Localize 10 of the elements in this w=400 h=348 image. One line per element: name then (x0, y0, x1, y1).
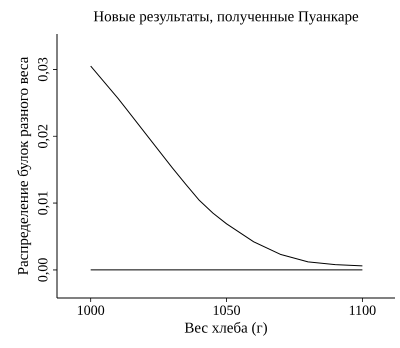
x-tick-label: 1000 (78, 306, 104, 315)
y-tick-label: 0,01 (38, 192, 50, 215)
y-axis-title: Распределение булок разного веса (17, 56, 32, 275)
y-tick-label: 0,03 (38, 58, 50, 82)
y-tick-label: 0,02 (38, 124, 50, 148)
x-tick-label: 1050 (214, 306, 240, 315)
x-tick-label: 1100 (350, 306, 376, 315)
chart-title: Новые результаты, полученные Пуанкаре (94, 11, 358, 24)
y-tick-label: 0,00 (38, 258, 50, 282)
x-axis-title: Вес хлеба (г) (184, 322, 267, 336)
